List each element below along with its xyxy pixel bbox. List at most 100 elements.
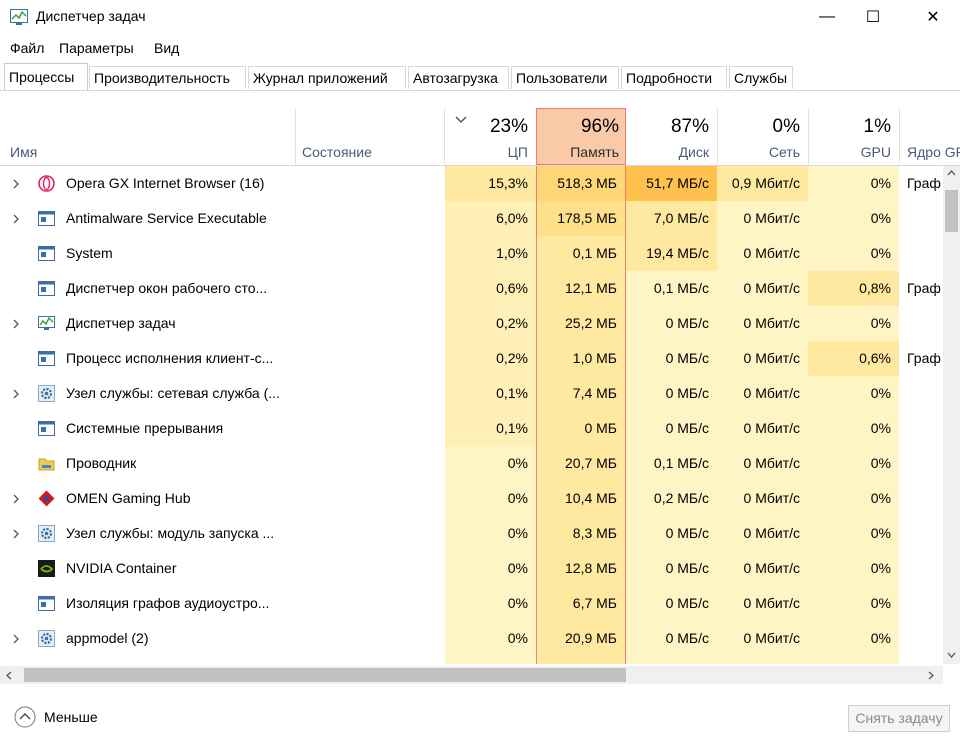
gpu-cell: 0% bbox=[870, 455, 891, 471]
net-cell: 0 Мбит/с bbox=[743, 280, 800, 296]
app-window-icon bbox=[38, 210, 55, 227]
table-row[interactable]: 6,0% 178,5 МБ 7,0 МБ/с 0 Мбит/с 0% Antimalwar… bbox=[0, 201, 944, 236]
table-row[interactable]: 0% 6,7 МБ 0 МБ/с 0 Мбит/с 0% Изоляция графов … bbox=[0, 586, 944, 621]
end-task-button[interactable]: Снять задачу bbox=[848, 705, 950, 732]
scroll-up-icon[interactable] bbox=[947, 170, 956, 176]
tab-details[interactable]: Подробности bbox=[621, 66, 727, 89]
col-cpu[interactable]: ЦП bbox=[507, 144, 528, 160]
close-icon: ✕ bbox=[926, 9, 940, 26]
process-name: Узел службы: сетевая служба (... bbox=[66, 385, 280, 401]
process-name: Проводник bbox=[66, 455, 137, 471]
gpu-column-bg bbox=[808, 166, 899, 664]
menu-view[interactable]: Вид bbox=[154, 40, 180, 56]
table-row[interactable]: 0% 20,7 МБ 0,1 МБ/с 0 Мбит/с 0% Проводник bbox=[0, 446, 944, 481]
col-status[interactable]: Состояние bbox=[302, 144, 372, 160]
tab-startup[interactable]: Автозагрузка bbox=[408, 66, 509, 89]
net-cell: 0 Мбит/с bbox=[743, 630, 800, 646]
net-cell: 0 Мбит/с bbox=[743, 350, 800, 366]
process-name: appmodel (2) bbox=[66, 630, 149, 646]
table-row[interactable]: 0,2% 1,0 МБ 0 МБ/с 0 Мбит/с 0,6% Процесс испо… bbox=[0, 341, 944, 376]
minimize-button[interactable]: — bbox=[804, 0, 850, 34]
menu-options[interactable]: Параметры bbox=[59, 40, 134, 56]
scroll-left-icon[interactable] bbox=[6, 671, 12, 680]
tab-app-history[interactable]: Журнал приложений bbox=[248, 66, 406, 89]
process-name: Процесс исполнения клиент-с... bbox=[66, 350, 274, 366]
cpu-cell: 0,1% bbox=[445, 376, 536, 411]
mem-cell: 20,9 МБ bbox=[565, 630, 617, 646]
vertical-scroll-thumb[interactable] bbox=[945, 190, 958, 232]
opera-gx-icon bbox=[38, 175, 55, 192]
disk-total[interactable]: 87% bbox=[670, 116, 709, 137]
menu-file[interactable]: Файл bbox=[10, 40, 45, 56]
app-window-icon bbox=[38, 280, 55, 297]
expand-chevron-icon[interactable] bbox=[12, 166, 20, 201]
cpu-total[interactable]: 23% bbox=[489, 116, 528, 137]
col-network[interactable]: Сеть bbox=[768, 144, 800, 160]
expand-chevron-icon[interactable] bbox=[12, 306, 20, 341]
process-name: NVIDIA Container bbox=[66, 560, 177, 576]
gpu-total[interactable]: 1% bbox=[863, 116, 891, 137]
tab-services[interactable]: Службы bbox=[729, 66, 793, 89]
col-memory[interactable]: Память bbox=[570, 144, 619, 160]
mem-total[interactable]: 96% bbox=[580, 116, 619, 137]
column-divider[interactable] bbox=[444, 108, 445, 165]
expand-chevron-icon[interactable] bbox=[12, 376, 20, 411]
expand-chevron-icon[interactable] bbox=[12, 621, 20, 656]
table-row[interactable]: 0,2% 25,2 МБ 0 МБ/с 0 Мбит/с 0% Диспетчер зад… bbox=[0, 306, 944, 341]
tab-processes[interactable]: Процессы bbox=[4, 63, 88, 90]
col-gpu[interactable]: GPU bbox=[860, 144, 891, 160]
tab-performance[interactable]: Производительность bbox=[89, 66, 246, 89]
gpu-cell: 0% bbox=[870, 560, 891, 576]
net-cell: 0 Мбит/с bbox=[743, 420, 800, 436]
column-divider[interactable] bbox=[717, 108, 718, 165]
maximize-button[interactable]: ☐ bbox=[850, 0, 896, 34]
mem-cell: 518,3 МБ bbox=[537, 166, 625, 201]
service-gear-icon bbox=[38, 385, 55, 402]
column-divider[interactable] bbox=[295, 108, 296, 165]
disk-cell: 0 МБ/с bbox=[665, 385, 709, 401]
column-divider[interactable] bbox=[808, 108, 809, 165]
table-row[interactable]: 1,0% 0,1 МБ 19,4 МБ/с 0 Мбит/с 0% System bbox=[0, 236, 944, 271]
table-row[interactable]: 0% 8,3 МБ 0 МБ/с 0 Мбит/с 0% Узел службы: мод… bbox=[0, 516, 944, 551]
vertical-scrollbar[interactable] bbox=[943, 166, 960, 664]
table-row[interactable]: 0% 20,9 МБ 0 МБ/с 0 Мбит/с 0% appmodel (2) bbox=[0, 621, 944, 656]
fewer-details-button[interactable]: Меньше bbox=[14, 706, 98, 728]
net-cell: 0 Мбит/с bbox=[743, 455, 800, 471]
cpu-cell: 0% bbox=[507, 525, 528, 541]
fewer-details-label: Меньше bbox=[44, 709, 98, 725]
cpu-cell: 6,0% bbox=[445, 201, 536, 236]
tab-users[interactable]: Пользователи bbox=[511, 66, 619, 89]
horizontal-scroll-thumb[interactable] bbox=[24, 668, 626, 682]
disk-cell: 51,7 МБ/с bbox=[626, 166, 717, 201]
process-name: Диспетчер окон рабочего сто... bbox=[66, 280, 268, 296]
col-name[interactable]: Имя bbox=[10, 144, 38, 160]
table-row[interactable]: 15,3% 518,3 МБ 51,7 МБ/с 0,9 Мбит/с 0% Opera … bbox=[0, 166, 944, 201]
column-divider[interactable] bbox=[899, 108, 900, 165]
disk-cell: 0 МБ/с bbox=[665, 420, 709, 436]
task-manager-icon bbox=[38, 315, 55, 332]
cpu-cell: 0% bbox=[507, 455, 528, 471]
expand-chevron-icon[interactable] bbox=[12, 481, 20, 516]
expand-chevron-icon[interactable] bbox=[12, 201, 20, 236]
close-button[interactable]: ✕ bbox=[910, 0, 956, 34]
app-window-icon bbox=[38, 350, 55, 367]
table-row[interactable]: 0,1% 0 МБ 0 МБ/с 0 Мбит/с 0% Системные прерыв… bbox=[0, 411, 944, 446]
col-disk[interactable]: Диск bbox=[678, 144, 709, 160]
scroll-right-icon[interactable] bbox=[928, 671, 934, 680]
net-cell: 0 Мбит/с bbox=[743, 560, 800, 576]
horizontal-scrollbar[interactable] bbox=[0, 666, 943, 684]
disk-cell: 0,1 МБ/с bbox=[653, 455, 709, 471]
table-row[interactable]: 0% 10,4 МБ 0,2 МБ/с 0 Мбит/с 0% OMEN Gaming H… bbox=[0, 481, 944, 516]
table-row[interactable]: 0% 12,8 МБ 0 МБ/с 0 Мбит/с 0% NVIDIA Containe… bbox=[0, 551, 944, 586]
scroll-down-icon[interactable] bbox=[947, 652, 956, 658]
net-cell: 0,9 Мбит/с bbox=[717, 166, 808, 201]
disk-cell: 0 МБ/с bbox=[665, 630, 709, 646]
expand-chevron-icon[interactable] bbox=[12, 516, 20, 551]
process-name: System bbox=[66, 245, 113, 261]
table-row[interactable]: 0,1% 7,4 МБ 0 МБ/с 0 Мбит/с 0% Узел службы: с… bbox=[0, 376, 944, 411]
mem-cell: 12,1 МБ bbox=[565, 280, 617, 296]
table-row[interactable]: 0,6% 12,1 МБ 0,1 МБ/с 0 Мбит/с 0,8% Диспетчер… bbox=[0, 271, 944, 306]
col-gpu-engine[interactable]: Ядро GP bbox=[907, 144, 960, 160]
net-total[interactable]: 0% bbox=[772, 116, 800, 137]
column-header: Имя Состояние 23% ЦП 96% Память 87% Диск… bbox=[0, 108, 960, 166]
